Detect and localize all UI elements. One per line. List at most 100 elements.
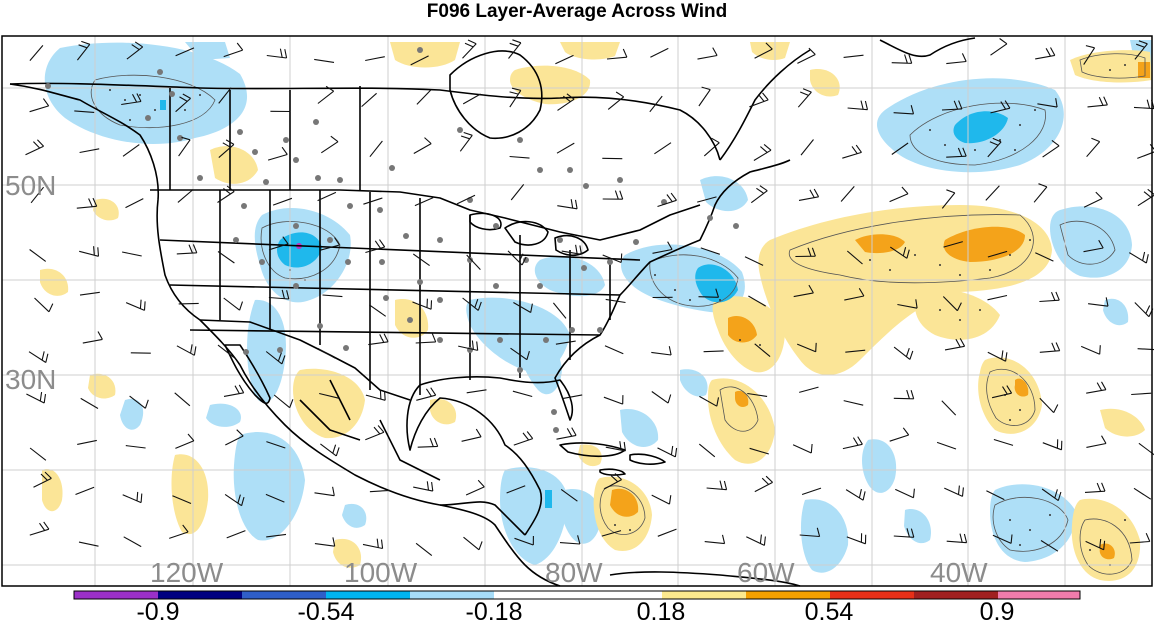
wind-barb [561,244,582,255]
wind-barb [557,199,578,210]
wind-barb [552,302,567,319]
wind-barb [799,527,821,538]
wind-barb [462,297,482,311]
lon-label-40w: 40W [930,557,988,588]
wind-barb [1039,342,1061,353]
wind-barb [754,42,773,59]
wind-barb [845,488,866,501]
wind-barb [226,530,246,539]
wind-barb [513,302,533,313]
strong-negative-centers [160,100,1008,508]
wind-barb [1083,191,1103,208]
wind-barb [273,394,294,409]
lat-label-30n: 30N [5,364,56,395]
wind-barb [749,447,769,455]
wind-barb [946,53,967,65]
wind-barb [698,443,716,458]
wind-barb [75,486,95,496]
wind-barb [1033,183,1048,203]
wind-barb [990,38,1008,56]
wind-barb [793,284,814,298]
wind-barb [368,333,389,346]
wind-barb [943,241,963,248]
wind-barb [415,542,433,557]
wind-barb [750,185,768,204]
colorbar-swatch [410,591,494,599]
wind-barb [265,493,285,503]
wind-barb [74,110,95,113]
wind-barb [746,534,766,546]
wind-barb [651,494,672,505]
wind-barb [223,297,244,311]
lon-label-60w: 60W [737,557,795,588]
wind-barb [121,93,142,106]
lat-label-50n: 50N [5,170,56,201]
wind-barb [177,189,194,203]
wind-barb [893,528,915,538]
wind-barb [753,143,772,161]
wind-barb [510,184,525,201]
wind-barb [272,197,293,206]
colorbar-swatch [746,591,830,599]
wind-barb [29,98,50,113]
wind-barb [509,155,530,159]
wind-barb [897,299,918,309]
wind-barb [797,47,816,64]
wind-barb [80,397,99,409]
wind-barb [941,189,956,209]
wind-barb [30,186,45,204]
colorbar-swatch [830,591,914,599]
wind-barb [217,344,235,358]
wind-barb [33,471,52,488]
wind-barb [555,340,576,345]
wind-barb [28,351,49,363]
wind-barb [175,93,191,113]
wind-barb [891,54,913,64]
wind-barb [412,298,433,310]
wind-barb [78,541,99,547]
wind-barb [697,196,717,203]
colorbar-label: -0.9 [136,598,179,622]
wind-barb [320,443,340,457]
colorbar-label: 0.18 [637,598,686,622]
map-border [1,35,1153,587]
wind-barb [700,247,720,255]
wind-barb [706,480,728,491]
wind-barb [466,254,481,270]
wind-barb [986,490,1005,501]
wind-barb [218,87,232,104]
wind-barb [843,54,864,58]
wind-barb [363,197,383,205]
wind-barb [369,140,383,158]
wind-barb [365,239,386,254]
wind-barb [1039,397,1059,413]
wind-barb [123,536,142,548]
wind-barb [847,100,869,111]
wind-barb [990,100,1011,114]
wind-barbs [25,38,1154,557]
wind-barb [29,249,47,262]
wind-barb [365,425,385,441]
wind-barb [466,389,487,394]
wind-barb [749,92,769,108]
wind-barb [987,294,1008,301]
wind-barb [703,137,720,157]
wind-barb [217,251,235,264]
wind-barb [266,533,287,538]
wind-barb [217,185,235,203]
wind-barb [76,40,91,61]
wind-barb [169,524,189,539]
wind-barb [266,441,286,449]
wind-barb [129,395,149,409]
wind-barb [125,445,146,449]
wind-barb [602,253,623,264]
wind-barb [649,95,663,113]
colorbar-label: -0.54 [298,598,355,622]
wind-barb [792,443,813,454]
wind-barb [365,56,385,62]
wind-barb [991,385,1013,399]
wind-barb [413,137,432,154]
wind-barb [1134,40,1148,60]
wind-barb [893,389,915,400]
wind-barb [651,346,672,356]
